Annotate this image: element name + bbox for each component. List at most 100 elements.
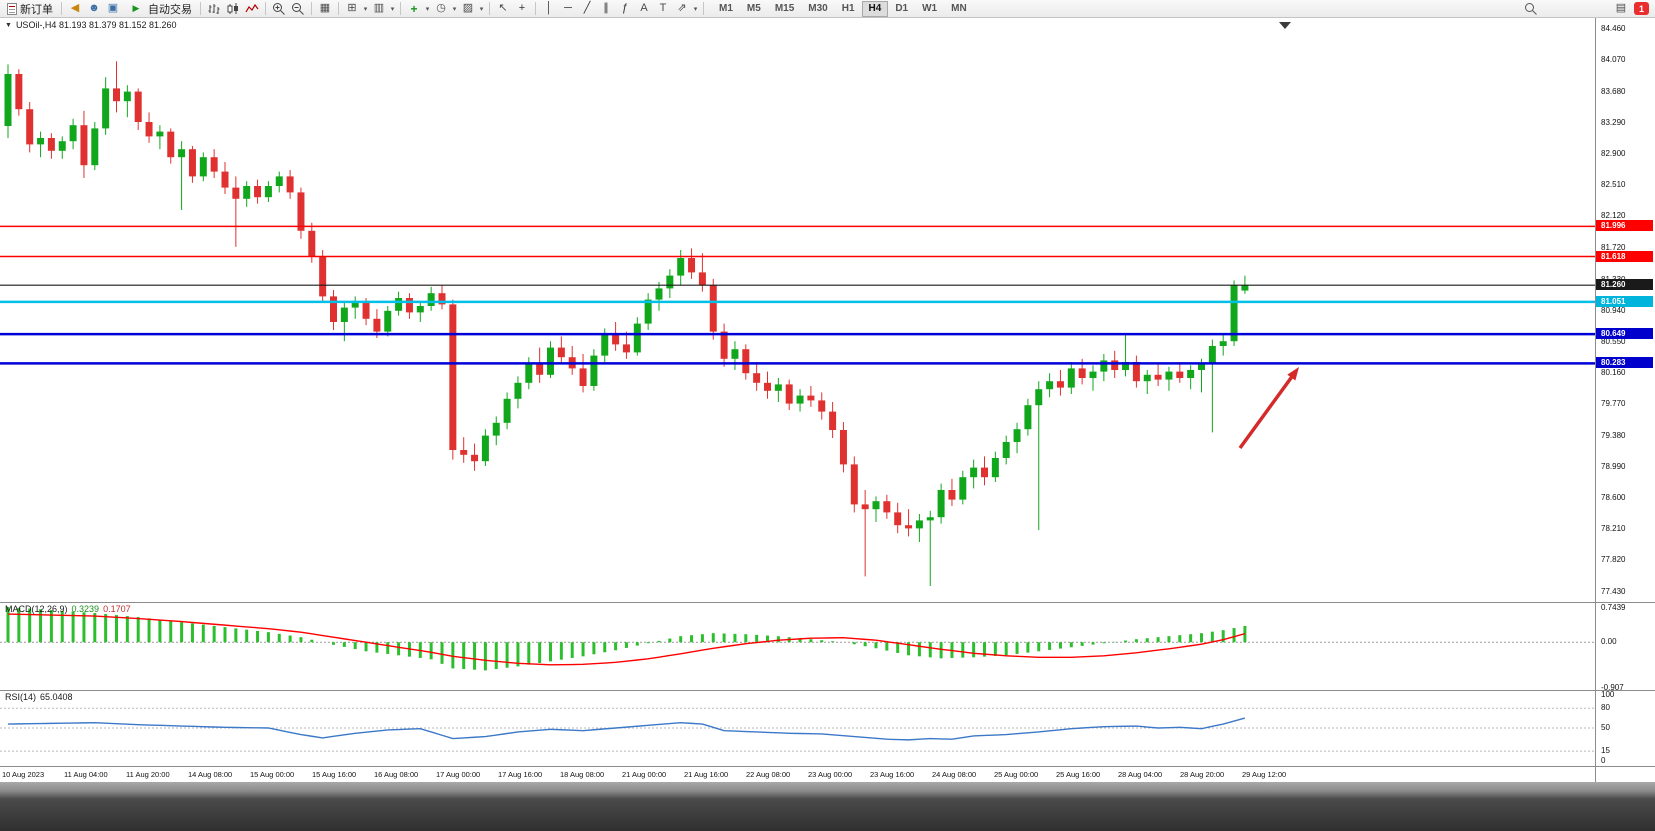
cursor-icon[interactable]: ↖ (498, 2, 508, 14)
toolbar-separator (489, 2, 490, 15)
line-chart-icon[interactable] (243, 1, 261, 17)
timeframe-h4[interactable]: H4 (861, 0, 889, 17)
toolbar-separator (535, 2, 536, 15)
zoom-out-icon[interactable] (289, 1, 307, 17)
pane-divider[interactable] (0, 690, 1655, 691)
timeframe-w1[interactable]: W1 (922, 3, 938, 14)
axis-tick-label: 15 (1601, 746, 1610, 756)
price-line-label: 81.260 (1596, 279, 1653, 291)
rsi-label: RSI(14) 65.0408 (5, 692, 73, 702)
timeframe-d1[interactable]: D1 (895, 3, 909, 14)
periods-caret-icon[interactable]: ▾ (452, 5, 457, 13)
timeframe-m1[interactable]: M1 (719, 3, 733, 14)
axis-tick-label: 82.120 (1601, 211, 1626, 221)
notification-badge[interactable]: 1 (1634, 2, 1649, 15)
autotrading-label: 自动交易 (148, 3, 192, 16)
bottom-bar (0, 782, 1655, 831)
templates-caret-icon[interactable]: ▾ (479, 5, 484, 13)
time-axis-label: 28 Aug 20:00 (1180, 770, 1225, 779)
symbol-ohlc-label: ▼ USOil-,H4 81.193 81.379 81.152 81.260 (5, 20, 177, 30)
toolbar-separator (311, 2, 312, 15)
chart-window: ▼ USOil-,H4 81.193 81.379 81.152 81.260 … (0, 18, 1655, 782)
text-tool-icon[interactable]: A (640, 2, 648, 14)
panel-toggle-icon[interactable]: ▤ (1615, 2, 1627, 14)
time-axis-label: 25 Aug 00:00 (994, 770, 1039, 779)
macd-main-value: 0.3239 (71, 604, 100, 614)
periods-icon[interactable]: ◷ (436, 2, 446, 14)
new-chart-caret-icon[interactable]: ▾ (363, 5, 368, 13)
chart-shift-marker-icon[interactable] (1279, 22, 1291, 29)
collapse-icon[interactable]: ▼ (5, 21, 12, 29)
axis-tick-label: 81.720 (1601, 243, 1626, 253)
time-axis-label: 22 Aug 08:00 (746, 770, 791, 779)
rsi-chart (0, 707, 1595, 752)
candlestick-chart-icon[interactable] (224, 1, 242, 17)
timeframe-m5[interactable]: M5 (746, 3, 761, 14)
price-pane[interactable]: ▼ USOil-,H4 81.193 81.379 81.152 81.260 (0, 18, 1595, 602)
profiles-icon[interactable]: ▥ (373, 2, 385, 14)
axis-tick-label: 80 (1601, 703, 1610, 713)
toolbar-separator (265, 2, 266, 15)
indicators-caret-icon[interactable]: ▾ (425, 5, 430, 13)
timeframe-h1[interactable]: H1 (841, 3, 855, 14)
fibonacci-tool-icon[interactable]: ƒ (621, 2, 629, 14)
time-axis-label: 25 Aug 16:00 (1056, 770, 1101, 779)
price-line-label: 80.649 (1596, 328, 1653, 340)
search-icon[interactable] (1522, 1, 1540, 17)
arrows-tool-icon[interactable]: ⇗ (677, 2, 687, 14)
time-axis-label: 23 Aug 16:00 (870, 770, 915, 779)
timeframe-m15[interactable]: M15 (774, 3, 795, 14)
rsi-pane[interactable]: RSI(14) 65.0408 (0, 690, 1595, 766)
bar-chart-icon[interactable] (205, 1, 223, 17)
megaphone-icon[interactable]: ◀ (70, 2, 80, 14)
channel-tool-icon[interactable]: ∥ (603, 2, 609, 14)
profiles-caret-icon[interactable]: ▾ (390, 5, 395, 13)
play-icon: ▶ (132, 3, 140, 13)
candlesticks (4, 61, 1249, 586)
main-toolbar: 新订单 ◀ ☻ ▣ ▶ 自动交易 ▦ ⊞ ▾ ▥ ▾ (0, 0, 1655, 18)
axis-tick-label: 80.940 (1601, 305, 1626, 315)
axis-tick-label: 82.900 (1601, 149, 1626, 158)
macd-chart (0, 607, 1595, 671)
text-label-tool-icon[interactable]: T (659, 2, 667, 14)
time-axis[interactable]: 10 Aug 2023 11 Aug 04:00 11 Aug 20:00 14 Au… (0, 766, 1595, 782)
community-icon[interactable]: ☻ (88, 2, 100, 14)
new-order-button[interactable]: 新订单 (3, 1, 57, 17)
trend-arrow-annotation[interactable] (1238, 367, 1299, 450)
tile-windows-icon[interactable]: ▦ (319, 2, 331, 14)
macd-signal-value: 0.1707 (103, 604, 131, 614)
time-axis-label: 11 Aug 20:00 (126, 770, 170, 779)
timeframe-m30[interactable]: M30 (808, 3, 828, 14)
chart-panes: ▼ USOil-,H4 81.193 81.379 81.152 81.260 … (0, 18, 1595, 782)
timeframe-mn[interactable]: MN (951, 3, 967, 14)
vertical-line-tool-icon[interactable]: │ (545, 2, 553, 14)
price-axis[interactable]: 84.460 84.070 83.680 83.290 82.900 82.510 82.1… (1595, 18, 1655, 782)
new-chart-icon[interactable]: ⊞ (347, 2, 357, 14)
arrows-caret-icon[interactable]: ▾ (693, 5, 698, 13)
time-axis-label: 23 Aug 00:00 (808, 770, 853, 779)
axis-tick-label: 78.990 (1601, 461, 1626, 471)
zoom-in-icon[interactable] (270, 1, 288, 17)
axis-tick-label: 83.290 (1601, 117, 1626, 127)
market-watch-icon[interactable]: ▣ (107, 2, 119, 14)
templates-icon[interactable]: ▨ (462, 2, 474, 14)
trendline-tool-icon[interactable]: ╱ (583, 2, 591, 14)
time-axis-label: 21 Aug 00:00 (622, 770, 667, 779)
time-axis-label: 15 Aug 16:00 (312, 770, 357, 779)
crosshair-icon[interactable]: + (518, 2, 526, 14)
pane-divider[interactable] (0, 602, 1655, 603)
price-chart[interactable] (0, 18, 1595, 602)
time-axis-label: 14 Aug 08:00 (188, 770, 233, 779)
macd-pane[interactable]: MACD(12,26,9) 0.3239 0.1707 (0, 602, 1595, 690)
axis-tick-label: 81.330 (1601, 275, 1625, 284)
time-axis-label: 17 Aug 00:00 (436, 770, 481, 779)
rsi-name-text: RSI(14) (5, 692, 37, 702)
macd-label: MACD(12,26,9) 0.3239 0.1707 (5, 604, 131, 614)
horizontal-line-tool-icon[interactable]: ─ (564, 2, 572, 14)
new-order-icon (7, 2, 17, 15)
indicators-icon[interactable]: + (410, 1, 418, 16)
macd-signal-line (7, 613, 1246, 666)
price-level-lines[interactable] (0, 225, 1595, 365)
autotrading-button[interactable]: ▶ 自动交易 (123, 1, 196, 17)
